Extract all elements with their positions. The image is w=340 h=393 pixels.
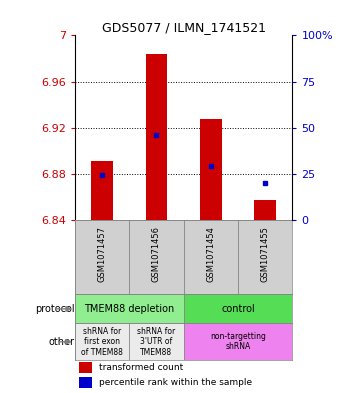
Text: control: control xyxy=(221,304,255,314)
Text: percentile rank within the sample: percentile rank within the sample xyxy=(99,378,252,387)
Bar xyxy=(238,220,292,294)
Text: GSM1071456: GSM1071456 xyxy=(152,226,161,282)
Text: GSM1071455: GSM1071455 xyxy=(261,226,270,282)
Bar xyxy=(79,362,92,373)
Bar xyxy=(254,200,276,220)
Text: transformed count: transformed count xyxy=(99,363,183,372)
Bar xyxy=(79,376,92,387)
Bar xyxy=(184,220,238,294)
Text: shRNA for
first exon
of TMEM88: shRNA for first exon of TMEM88 xyxy=(81,327,123,357)
Bar xyxy=(91,162,113,220)
Text: GSM1071457: GSM1071457 xyxy=(98,226,106,282)
Text: TMEM88 depletion: TMEM88 depletion xyxy=(84,304,174,314)
Bar xyxy=(146,54,167,220)
Bar xyxy=(75,220,129,294)
Title: GDS5077 / ILMN_1741521: GDS5077 / ILMN_1741521 xyxy=(102,21,266,34)
Text: shRNA for
3'UTR of
TMEM88: shRNA for 3'UTR of TMEM88 xyxy=(137,327,175,357)
Text: protocol: protocol xyxy=(35,304,75,314)
Bar xyxy=(75,323,129,360)
Bar xyxy=(184,323,292,360)
Text: other: other xyxy=(49,337,75,347)
Bar xyxy=(75,294,184,323)
Text: non-targetting
shRNA: non-targetting shRNA xyxy=(210,332,266,351)
Bar xyxy=(184,294,292,323)
Bar xyxy=(200,119,222,220)
Bar xyxy=(129,323,184,360)
Text: GSM1071454: GSM1071454 xyxy=(206,226,215,282)
Bar xyxy=(129,220,184,294)
